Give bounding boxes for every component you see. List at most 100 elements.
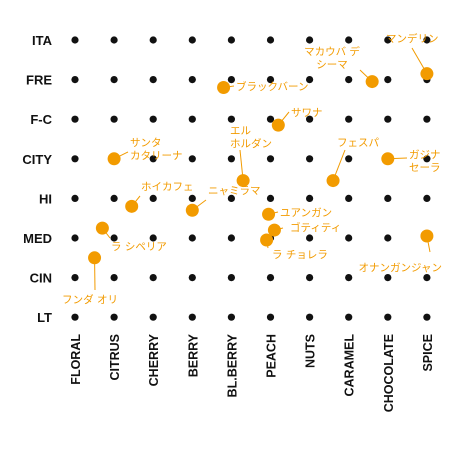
coffee-label: ラ チョレラ <box>272 249 328 261</box>
grid-dot-city-blberry <box>227 155 235 163</box>
grid-dot-lt-spice <box>423 313 431 321</box>
grid-dot-lt-berry <box>188 313 196 321</box>
grid-dot-f-c-peach <box>266 115 275 123</box>
coffee-point <box>381 152 395 166</box>
grid-dot-fre-floral <box>71 76 79 84</box>
grid-dot-ita-floral <box>71 36 79 44</box>
row-label-hi: HI <box>39 191 52 206</box>
grid-dot-cin-peach <box>266 274 275 282</box>
grid-dot-f-c-chocolate <box>384 115 392 123</box>
coffee-label: エルホルダン <box>230 125 272 150</box>
grid-dot-med-cherry <box>149 234 157 242</box>
grid-dot-med-floral <box>71 234 79 242</box>
grid-dot-ita-caramel <box>345 36 353 44</box>
grid-dot-fre-blberry <box>227 76 235 84</box>
coffee-points <box>88 67 434 265</box>
coffee-label: ラ シペリア <box>111 241 167 253</box>
grid-dot-ita-berry <box>188 36 196 44</box>
grid-dot-fre-chocolate <box>384 76 392 84</box>
grid-dot-city-peach <box>266 155 275 163</box>
coffee-label: フェスパ <box>337 137 379 149</box>
col-label-floral: FLORAL <box>69 334 83 385</box>
grid-dot-ita-spice <box>423 36 431 44</box>
grid-dot-f-c-caramel <box>345 115 353 123</box>
row-label-fre: FRE <box>26 73 52 88</box>
coffee-label: ブラックバーン <box>236 80 308 93</box>
grid-dot-med-nuts <box>306 234 314 242</box>
grid-dot-med-caramel <box>345 234 353 242</box>
grid-dot-fre-cherry <box>149 76 157 84</box>
grid-dot-fre-peach <box>266 76 275 84</box>
coffee-point <box>88 251 102 265</box>
grid-dot-fre-berry <box>188 76 196 84</box>
grid-dot-f-c-citrus <box>110 115 118 123</box>
coffee-point <box>95 221 109 235</box>
col-label-citrus: CITRUS <box>108 334 122 381</box>
grid-dot-med-blberry <box>227 234 235 242</box>
grid-dot-cin-floral <box>71 274 79 282</box>
col-label-blberry: BL.BERRY <box>225 333 239 397</box>
grid-dot-cin-nuts <box>306 274 314 282</box>
grid-dot-cin-spice <box>423 274 431 282</box>
roast-level-labels: ITA FRE F-C CITY HI MED CIN LT <box>22 33 52 325</box>
col-label-chocolate: CHOCOLATE <box>382 334 396 412</box>
grid-dot-cin-blberry <box>227 274 235 282</box>
grid-dot-lt-blberry <box>227 313 235 321</box>
grid-dot-ita-peach <box>266 36 275 44</box>
coffee-point <box>420 67 434 81</box>
grid-dot-lt-nuts <box>306 313 314 321</box>
col-label-caramel: CARAMEL <box>343 334 357 397</box>
coffee-point <box>236 174 250 188</box>
grid-dot-cin-citrus <box>110 274 118 282</box>
grid-dot-lt-chocolate <box>384 313 392 321</box>
coffee-point <box>326 174 340 188</box>
grid-dot-fre-nuts <box>306 76 314 84</box>
grid-dot-hi-peach <box>266 194 275 202</box>
grid-dot-hi-citrus <box>110 194 118 202</box>
coffee-point <box>271 118 285 132</box>
coffee-label: ユアンガン <box>280 207 332 219</box>
coffee-point <box>185 203 199 217</box>
grid-dot-lt-caramel <box>345 313 353 321</box>
coffee-label: ガジナセーラ <box>409 149 441 174</box>
grid-dot-hi-blberry <box>227 194 235 202</box>
row-label-f-c: F-C <box>30 112 52 127</box>
grid-dot-hi-caramel <box>345 194 353 202</box>
coffee-label: マカウバ デシーマ <box>304 45 360 71</box>
grid-dot-hi-spice <box>423 194 431 202</box>
coffee-point <box>107 152 121 166</box>
grid-dot-lt-floral <box>71 313 79 321</box>
grid-dot-hi-cherry <box>149 194 157 202</box>
grid-dot-cin-chocolate <box>384 274 392 282</box>
grid-dot-med-chocolate <box>384 234 392 242</box>
col-label-nuts: NUTS <box>304 334 318 368</box>
grid-dot-city-nuts <box>306 155 314 163</box>
coffee-label: オナンガンジャン <box>359 262 442 274</box>
grid-dot-hi-floral <box>71 194 79 202</box>
grid-dot-f-c-cherry <box>149 115 157 123</box>
grid-dot-med-citrus <box>110 234 118 242</box>
grid-dot-fre-caramel <box>345 76 353 84</box>
grid-dot-med-berry <box>188 234 196 242</box>
row-label-med: MED <box>23 231 52 246</box>
grid-dot-cin-berry <box>188 274 196 282</box>
grid-dot-lt-citrus <box>110 313 118 321</box>
grid-dot-f-c-floral <box>71 115 79 123</box>
grid-dot-f-c-spice <box>423 115 431 123</box>
coffee-label: マンデリン <box>386 32 439 45</box>
coffee-point <box>217 81 231 95</box>
grid-dot-cin-caramel <box>345 274 353 282</box>
flavor-labels: FLORAL CITRUS CHERRY BERRY BL.BERRY PEACH NUTS… <box>69 333 435 412</box>
grid-dot-city-floral <box>71 155 79 163</box>
grid-dot-city-spice <box>423 155 431 163</box>
coffee-point <box>262 207 276 221</box>
coffee-label: サンタカタリーナ <box>130 137 183 162</box>
grid-dot-ita-chocolate <box>384 36 392 44</box>
coffee-label: ゴティティ <box>290 221 341 234</box>
row-label-cin: CIN <box>30 271 52 286</box>
coffee-point <box>260 233 274 247</box>
coffee-label: ホイカフェ <box>141 181 194 193</box>
grid-dot-fre-citrus <box>110 76 118 84</box>
col-label-spice: SPICE <box>421 334 435 372</box>
